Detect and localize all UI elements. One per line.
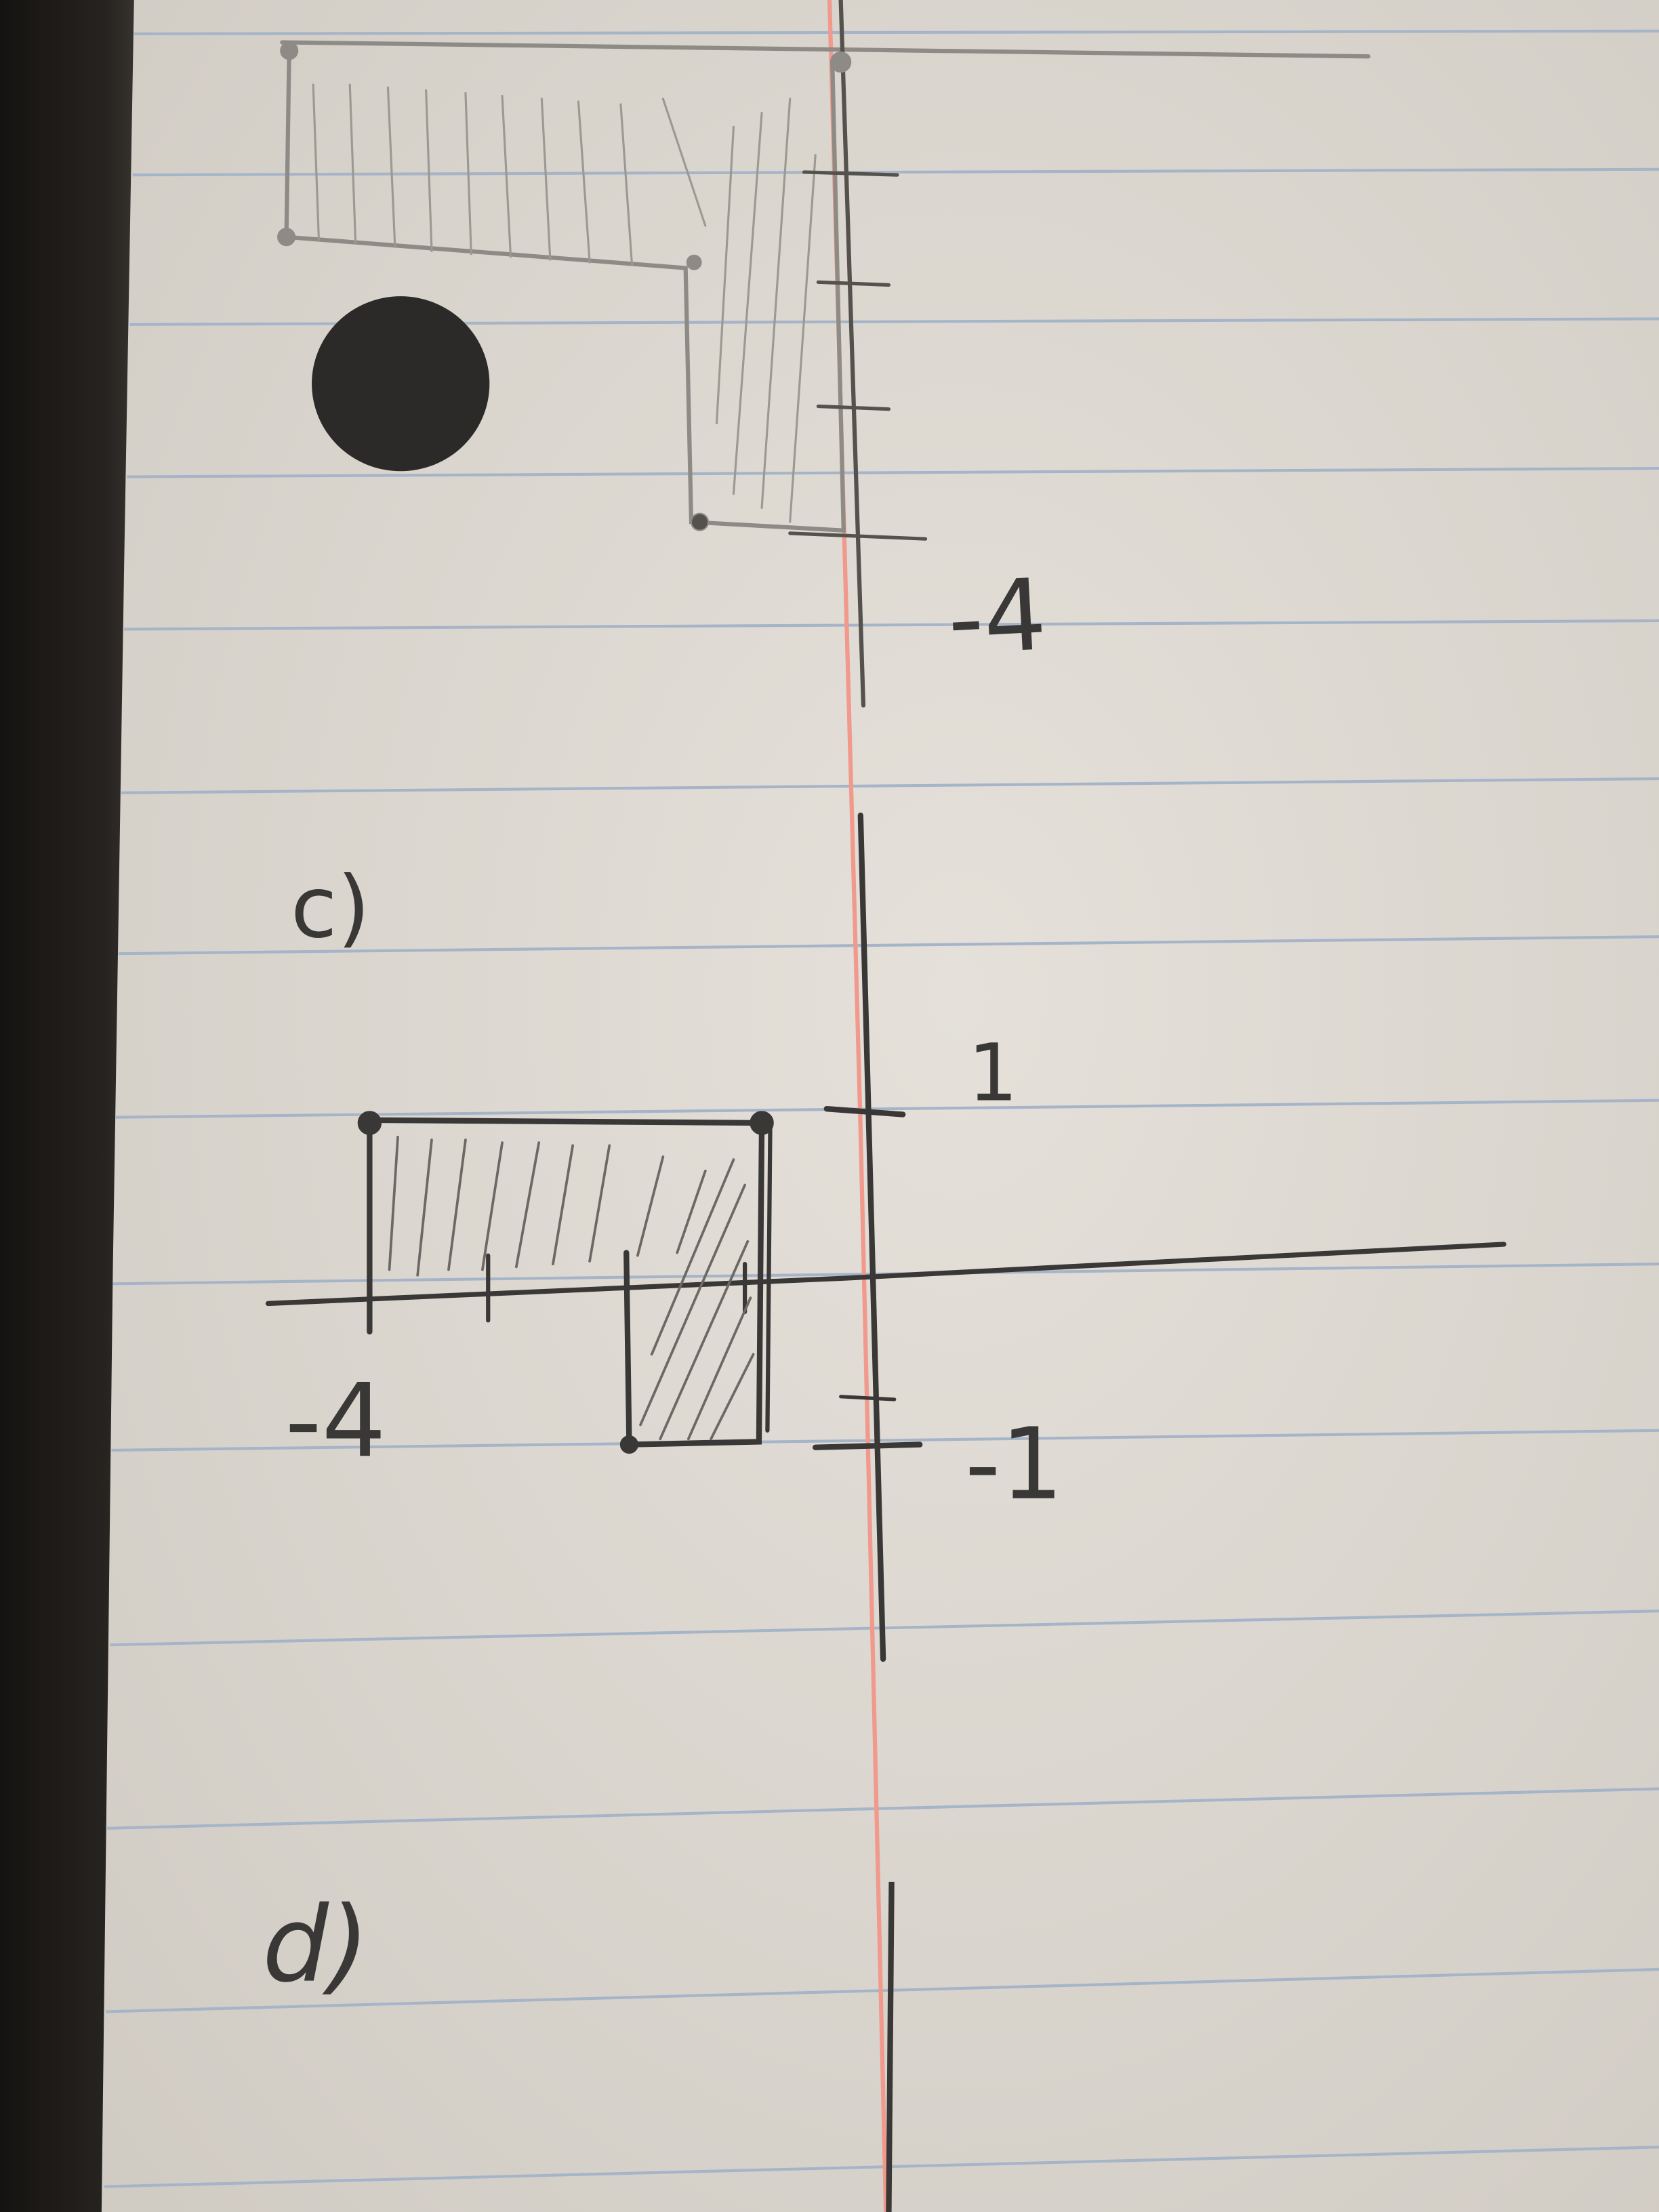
c-x-label: -4 <box>285 1362 386 1480</box>
c-tick-y-minus-1 <box>813 1441 923 1450</box>
c-tick-y-1 <box>823 1106 906 1118</box>
c-shape-edge <box>765 1120 773 1433</box>
c-x-axis <box>265 1242 1507 1307</box>
c-vertex <box>750 1111 774 1135</box>
part-label-d: d) <box>262 1885 369 2006</box>
top-vertex <box>280 41 299 60</box>
c-y-label-bottom: -1 <box>965 1408 1063 1522</box>
top-vertex <box>830 51 852 73</box>
c-y-axis <box>857 813 886 1662</box>
c-vertex <box>619 1435 638 1454</box>
sketch-c <box>265 813 1507 1662</box>
c-shape-outline <box>367 1117 765 1448</box>
d-y-axis <box>886 1881 895 2212</box>
c-y-label-top: 1 <box>968 1028 1018 1120</box>
paper-sheet <box>101 0 1659 2212</box>
c-vertex <box>357 1111 382 1135</box>
top-vertex <box>686 254 702 270</box>
top-vertex <box>277 228 296 247</box>
binder-hole <box>312 296 490 472</box>
top-shade-lines <box>312 83 817 523</box>
top-sketch <box>277 0 1371 708</box>
top-y-axis <box>838 0 866 708</box>
c-shade-lines <box>388 1135 755 1441</box>
top-vertex <box>690 512 710 531</box>
top-axis-label: -4 <box>945 558 1049 677</box>
part-label-c: c) <box>291 859 370 957</box>
top-tick-marks <box>788 170 928 541</box>
top-shape-outline <box>284 48 846 533</box>
top-x-axis <box>280 40 1371 59</box>
c-tick-y-mid <box>839 1395 897 1401</box>
